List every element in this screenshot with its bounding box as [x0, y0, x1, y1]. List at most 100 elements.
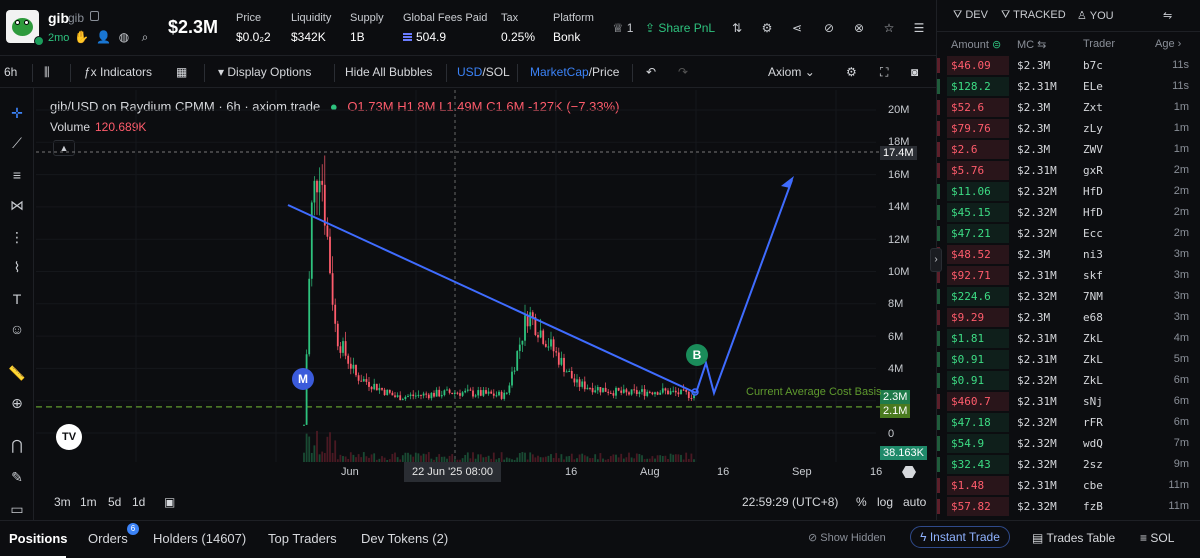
tradingview-logo[interactable]: TV [56, 424, 82, 450]
collapse-panel-icon[interactable]: › [930, 248, 942, 272]
tab-holders[interactable]: Holders (14607) [153, 531, 247, 546]
hand-icon[interactable]: ✋ [74, 30, 89, 44]
trade-row[interactable]: $2.6 $2.3M ZWV 1m [937, 140, 1200, 159]
trader-id[interactable]: Ecc [1083, 227, 1103, 240]
trade-row[interactable]: $45.15 $2.32M HfD 2m [937, 203, 1200, 222]
projection-icon[interactable]: ⋮ [10, 229, 24, 245]
filter-dev[interactable]: ⛛ DEV [953, 9, 988, 21]
tab-dev-tokens[interactable]: Dev Tokens (2) [361, 531, 449, 546]
migration-bubble[interactable]: M [292, 368, 314, 390]
interval-select[interactable]: 6h [4, 65, 18, 79]
text-icon[interactable]: T [12, 291, 22, 307]
currency-toggle[interactable]: USD/SOL [457, 65, 510, 79]
trade-row[interactable]: $46.09 $2.3M b7c 11s [937, 56, 1200, 75]
pattern-icon[interactable]: ⋈ [10, 197, 24, 213]
trade-row[interactable]: $1.81 $2.31M ZkL 4m [937, 329, 1200, 348]
range-5d[interactable]: 5d [108, 495, 122, 509]
show-hidden-toggle[interactable]: ⊘ Show Hidden [808, 532, 886, 544]
candle-type-icon[interactable]: ⫼ [44, 65, 50, 79]
trader-id[interactable]: zLy [1083, 122, 1103, 135]
brush-icon[interactable]: ⌇ [13, 259, 21, 275]
collapse-legend-button[interactable]: ▲ [53, 140, 75, 156]
trade-row[interactable]: $54.9 $2.32M wdQ 7m [937, 434, 1200, 453]
trader-id[interactable]: HfD [1083, 185, 1103, 198]
trader-id[interactable]: ni3 [1083, 248, 1103, 261]
hide-bubbles-button[interactable]: Hide All Bubbles [345, 65, 433, 79]
emoji-icon[interactable]: ☺ [9, 321, 25, 337]
instant-trade-button[interactable]: ϟ Instant Trade [910, 526, 1010, 548]
range-1m[interactable]: 1m [80, 495, 97, 509]
trader-id[interactable]: 2sz [1083, 458, 1103, 471]
trade-row[interactable]: $79.76 $2.3M zLy 1m [937, 119, 1200, 138]
trade-row[interactable]: $128.2 $2.31M ELe 11s [937, 77, 1200, 96]
copy-icon[interactable] [90, 11, 99, 21]
trader-id[interactable]: ZkL [1083, 332, 1103, 345]
tab-positions[interactable]: Positions [9, 531, 68, 546]
amount-header[interactable]: Amount ⊜ [951, 39, 1002, 51]
undo-icon[interactable]: ↶ [646, 65, 657, 79]
scroll-to-latest-icon[interactable] [902, 466, 916, 478]
mc-header[interactable]: MC ⇆ [1017, 39, 1047, 51]
fib-icon[interactable]: ≡ [12, 167, 22, 183]
currency-switch-icon[interactable]: ⊜ [991, 39, 1002, 51]
tab-top-traders[interactable]: Top Traders [268, 531, 337, 546]
trader-id[interactable]: skf [1083, 269, 1103, 282]
calendar-icon[interactable]: ▣ [164, 495, 176, 509]
trader-id[interactable]: b7c [1083, 59, 1103, 72]
menu-icon[interactable]: ☰ [913, 21, 925, 35]
trader-id[interactable]: ZkL [1083, 353, 1103, 366]
trash-icon[interactable]: ▭ [10, 501, 24, 517]
magnet-icon[interactable]: ⋂ [11, 437, 23, 453]
trader-id[interactable]: Zxt [1083, 101, 1103, 114]
auto-toggle[interactable]: auto [903, 495, 927, 509]
trade-row[interactable]: $5.76 $2.31M gxR 2m [937, 161, 1200, 180]
buy-bubble[interactable]: B [686, 344, 708, 366]
range-3m[interactable]: 3m [54, 495, 71, 509]
trader-id[interactable]: cbe [1083, 479, 1103, 492]
gear-icon[interactable]: ⚙ [761, 21, 773, 35]
price-chart[interactable] [36, 90, 936, 490]
zoom-icon[interactable]: ⊕ [11, 395, 23, 411]
fullscreen-icon[interactable]: ⛶ [880, 65, 889, 79]
trade-row[interactable]: $224.6 $2.32M 7NM 3m [937, 287, 1200, 306]
redo-icon[interactable]: ↷ [678, 65, 689, 79]
crosshair-icon[interactable]: ✛ [11, 105, 23, 121]
trade-row[interactable]: $1.48 $2.31M cbe 11m [937, 476, 1200, 495]
trader-id[interactable]: HfD [1083, 206, 1103, 219]
trader-id[interactable]: ELe [1083, 80, 1103, 93]
percent-toggle[interactable]: % [856, 495, 867, 509]
layout-icon[interactable]: ▦ [176, 65, 188, 79]
filter-tracked[interactable]: ⛛ TRACKED [1001, 9, 1066, 21]
trader-id[interactable]: 7NM [1083, 290, 1103, 303]
trader-id[interactable]: fzB [1083, 500, 1103, 513]
trendline-icon[interactable]: ⟋ [12, 135, 22, 151]
trade-row[interactable]: $92.71 $2.31M skf 3m [937, 266, 1200, 285]
panel-settings-icon[interactable]: ⇋ [1163, 10, 1173, 22]
search-icon[interactable]: ⌕ [141, 30, 149, 44]
log-toggle[interactable]: log [877, 495, 894, 509]
star-icon[interactable]: ☆ [883, 21, 895, 35]
trade-row[interactable]: $57.82 $2.32M fzB 11m [937, 497, 1200, 516]
sol-toggle[interactable]: ≡ SOL [1140, 531, 1175, 545]
metric-toggle[interactable]: MarketCap/Price [530, 65, 620, 79]
trade-row[interactable]: $460.7 $2.31M sNj 6m [937, 392, 1200, 411]
hide-icon[interactable]: ⊘ [823, 21, 835, 35]
trader-id[interactable]: e68 [1083, 311, 1103, 324]
trader-id[interactable]: ZkL [1083, 374, 1103, 387]
no-bubble-icon[interactable]: ⊗ [853, 21, 865, 35]
trade-row[interactable]: $0.91 $2.32M ZkL 6m [937, 371, 1200, 390]
display-options-button[interactable]: ▾ Display Options [218, 65, 312, 79]
trade-row[interactable]: $0.91 $2.31M ZkL 5m [937, 350, 1200, 369]
camera-icon[interactable]: ◙ [911, 65, 919, 79]
tab-orders[interactable]: Orders [88, 531, 128, 546]
trade-row[interactable]: $32.43 $2.32M 2sz 9m [937, 455, 1200, 474]
trade-row[interactable]: $47.21 $2.32M Ecc 2m [937, 224, 1200, 243]
user-icon[interactable]: 👤 [96, 30, 111, 44]
trade-row[interactable]: $9.29 $2.3M e68 3m [937, 308, 1200, 327]
trade-row[interactable]: $48.52 $2.3M ni3 3m [937, 245, 1200, 264]
filter-you[interactable]: ♙ YOU [1077, 10, 1114, 22]
trader-id[interactable]: rFR [1083, 416, 1103, 429]
trade-row[interactable]: $11.06 $2.32M HfD 2m [937, 182, 1200, 201]
trader-id[interactable]: gxR [1083, 164, 1103, 177]
range-1d[interactable]: 1d [132, 495, 146, 509]
